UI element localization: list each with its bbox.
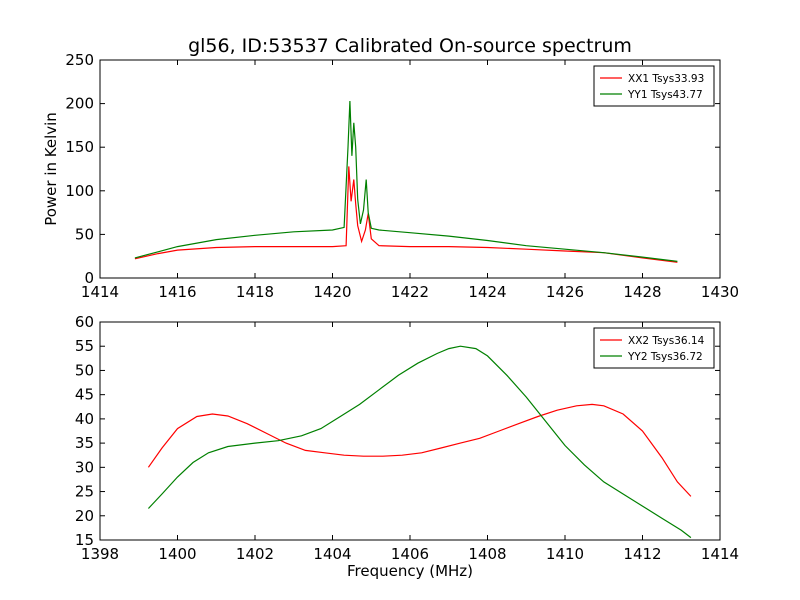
bottom-series-line-2 — [147, 345, 692, 539]
top-x-tick-label: 1426 — [546, 283, 584, 301]
bottom-legend: XX2 Tsys36.14 YY2 Tsys36.72 — [593, 327, 715, 369]
top-x-tick-label: 1420 — [313, 283, 351, 301]
bottom-legend-label-1: XX2 Tsys36.14 — [628, 335, 705, 347]
top-x-tick-label: 1414 — [81, 283, 119, 301]
bottom-x-tick-label: 1410 — [546, 545, 584, 563]
bottom-y-tick-label: 30 — [75, 458, 94, 476]
bottom-series-line-1 — [147, 403, 692, 497]
bottom-y-tick-label: 55 — [75, 337, 94, 355]
top-y-tick-label: 150 — [65, 138, 94, 156]
top-y-tick-label: 100 — [65, 182, 94, 200]
top-x-tick-label: 1424 — [468, 283, 506, 301]
top-legend: XX1 Tsys33.93 YY1 Tsys43.77 — [593, 65, 715, 107]
bottom-y-tick-label: 25 — [75, 483, 94, 501]
bottom-y-tick-label: 45 — [75, 386, 94, 404]
top-x-tick-label: 1418 — [236, 283, 274, 301]
bottom-x-tick-label: 1408 — [468, 545, 506, 563]
bottom-y-tick-label: 35 — [75, 434, 94, 452]
top-y-tick-label: 250 — [65, 51, 94, 69]
bottom-plot: 1398 1400 1402 1404 1406 1408 1410 1412 1414 15 20… — [75, 313, 739, 580]
bottom-legend-box — [593, 327, 715, 369]
bottom-x-tick-label: 1400 — [158, 545, 196, 563]
top-legend-label-2: YY1 Tsys43.77 — [627, 89, 703, 101]
bottom-x-tick-label: 1414 — [701, 545, 739, 563]
top-y-axis-label: Power in Kelvin — [42, 112, 60, 226]
bottom-x-tick-label: 1406 — [391, 545, 429, 563]
bottom-y-tick-label: 60 — [75, 313, 94, 331]
top-y-tick-label: 0 — [84, 269, 94, 287]
bottom-x-tick-label: 1412 — [623, 545, 661, 563]
top-y-tick-label: 200 — [65, 95, 94, 113]
bottom-y-tick-label: 20 — [75, 507, 94, 525]
bottom-x-tick-label: 1402 — [236, 545, 274, 563]
top-x-tick-label: 1428 — [623, 283, 661, 301]
bottom-x-tick-label: 1404 — [313, 545, 351, 563]
top-x-tick-label: 1416 — [158, 283, 196, 301]
top-series-line-1 — [134, 166, 678, 263]
top-legend-label-1: XX1 Tsys33.93 — [628, 73, 704, 85]
bottom-y-tick-label: 50 — [75, 361, 94, 379]
top-legend-box — [593, 65, 715, 107]
top-y-tick-label: 50 — [75, 225, 94, 243]
top-x-tick-label: 1430 — [701, 283, 739, 301]
chart-title: gl56, ID:53537 Calibrated On-source spec… — [188, 35, 632, 57]
top-series-line-2 — [134, 100, 678, 262]
bottom-x-axis-label: Frequency (MHz) — [347, 562, 473, 580]
bottom-y-tick-label: 40 — [75, 410, 94, 428]
bottom-x-tick-label: 1398 — [81, 545, 119, 563]
bottom-legend-label-2: YY2 Tsys36.72 — [627, 351, 703, 363]
top-plot: 1414 1416 1418 1420 1422 1424 1426 1428 1430 0 50 1… — [42, 51, 739, 301]
bottom-y-tick-label: 15 — [75, 531, 94, 549]
top-x-tick-label: 1422 — [391, 283, 429, 301]
